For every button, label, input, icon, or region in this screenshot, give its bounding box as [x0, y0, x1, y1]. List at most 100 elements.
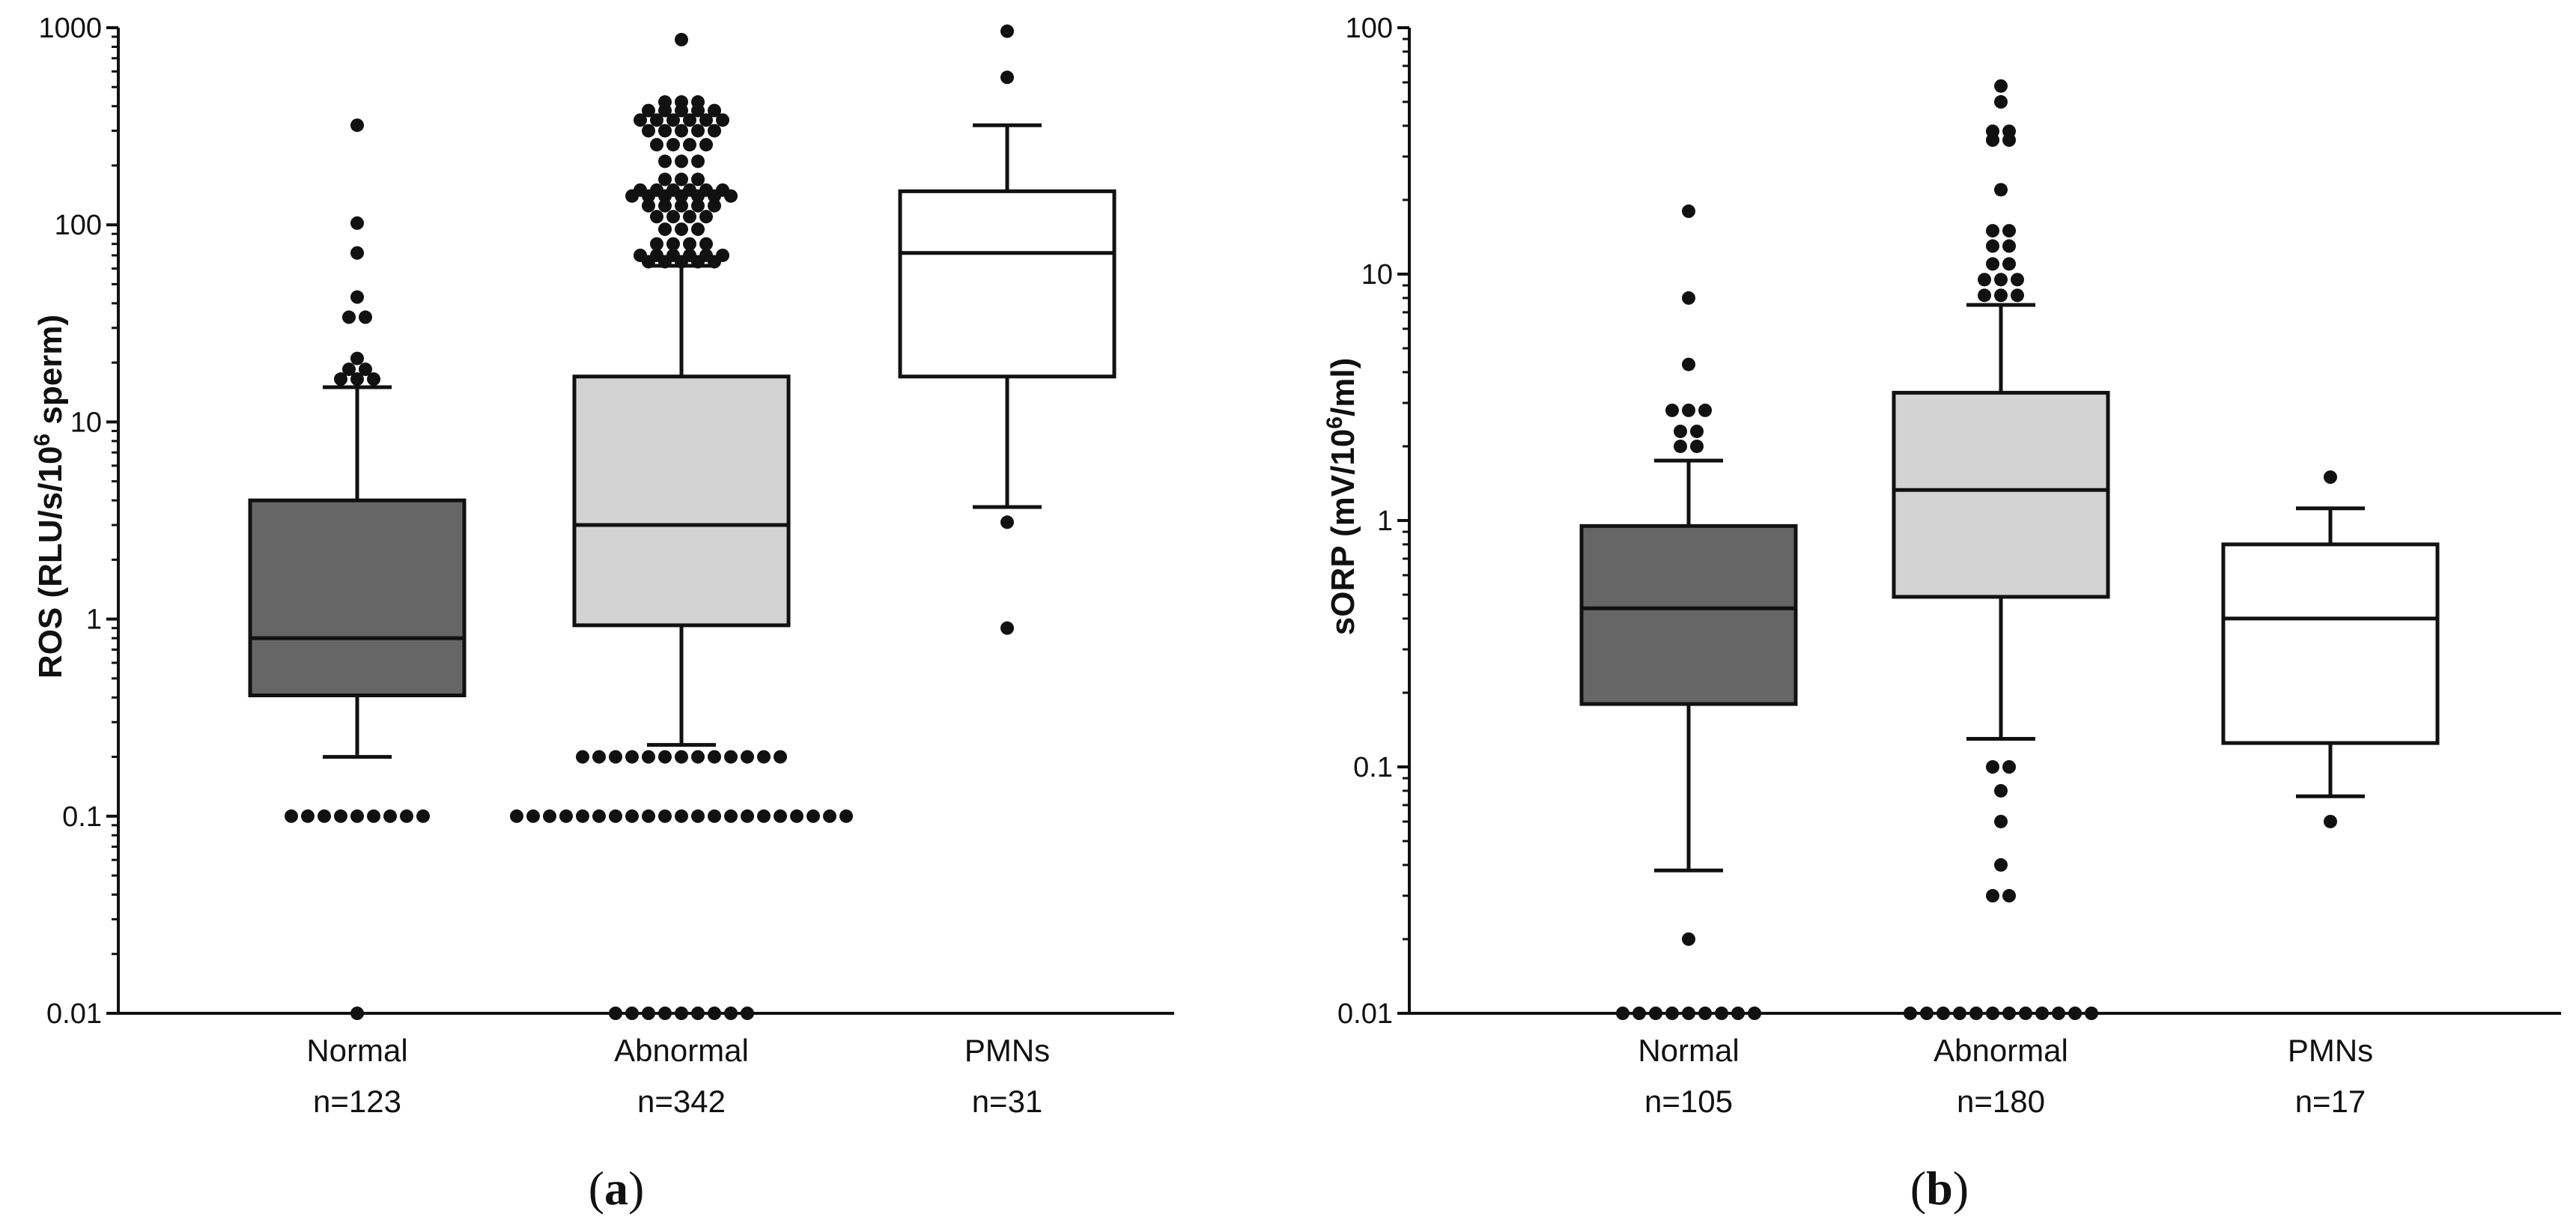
- outlier-point: [1986, 760, 1999, 774]
- iqr-box: [1892, 390, 2110, 599]
- outlier-point: [1731, 1007, 1745, 1020]
- outlier-point: [609, 1007, 622, 1020]
- outlier-point: [543, 809, 556, 823]
- outlier-point: [350, 290, 364, 304]
- outlier-point: [367, 809, 380, 823]
- outlier-point: [609, 809, 622, 823]
- outlier-point: [1953, 1007, 1966, 1020]
- outlier-point: [658, 1007, 672, 1020]
- outlier-point: [1682, 403, 1695, 417]
- outlier-point: [1994, 783, 2008, 798]
- outlier-point: [301, 809, 315, 823]
- outlier-point: [683, 113, 696, 127]
- outlier-point: [675, 124, 688, 138]
- iqr-box: [248, 498, 467, 698]
- outlier-point: [350, 216, 364, 230]
- outlier-point: [1682, 357, 1695, 371]
- outlier-point: [592, 809, 606, 823]
- outlier-point: [1994, 288, 2008, 303]
- outlier-point: [1994, 95, 2008, 109]
- outlier-point: [1682, 932, 1695, 946]
- outlier-point: [1674, 439, 1687, 453]
- outlier-point: [1978, 288, 1991, 303]
- panel-a-x-labels: Normal n=123 Abnormal n=342 PMNs n=31: [306, 1033, 1050, 1119]
- outlier-point: [708, 189, 721, 203]
- outlier-point: [1682, 204, 1695, 219]
- outlier-point: [1994, 79, 2008, 93]
- outlier-point: [691, 809, 705, 823]
- panel-b-outliers: [1616, 79, 2337, 1020]
- panel-a-y-axis-title: ROS (RLU/s/106 sperm): [30, 315, 70, 679]
- outlier-point: [691, 1007, 705, 1020]
- outlier-point: [708, 255, 721, 269]
- y-tick-label: 100: [55, 210, 102, 241]
- outlier-point: [359, 362, 372, 377]
- outlier-point: [383, 809, 397, 823]
- outlier-point: [1649, 1007, 1662, 1020]
- outlier-point: [350, 1007, 364, 1020]
- outlier-point: [708, 750, 721, 764]
- box-abnormal: [1892, 303, 2110, 741]
- outlier-point: [334, 372, 347, 386]
- category-label: Abnormal: [1933, 1033, 2068, 1068]
- outlier-point: [691, 750, 705, 764]
- outlier-point: [1665, 1007, 1679, 1020]
- outlier-point: [2324, 814, 2337, 828]
- outlier-point: [634, 113, 647, 127]
- outlier-point: [625, 1007, 639, 1020]
- outlier-point: [708, 1007, 721, 1020]
- outlier-point: [658, 255, 672, 269]
- outlier-point: [675, 809, 688, 823]
- outlier-point: [666, 210, 680, 224]
- outlier-point: [1986, 1007, 1999, 1020]
- outlier-point: [675, 32, 688, 46]
- outlier-point: [658, 809, 672, 823]
- outlier-point: [342, 362, 356, 377]
- outlier-point: [1698, 1007, 1712, 1020]
- outlier-point: [576, 750, 589, 764]
- panel-a-outliers: [285, 24, 1014, 1020]
- panel-b-x-labels: Normal n=105 Abnormal n=180 PMNs n=17: [1638, 1033, 2373, 1119]
- panel-b-boxes: [1579, 303, 2440, 873]
- outlier-point: [625, 189, 639, 203]
- outlier-point: [1682, 1007, 1695, 1020]
- sample-size-label: n=123: [313, 1084, 401, 1119]
- outlier-point: [1986, 257, 1999, 271]
- outlier-point: [625, 750, 639, 764]
- outlier-point: [1994, 814, 2008, 828]
- y-tick-label: 1: [1377, 506, 1393, 537]
- sample-size-label: n=17: [2295, 1084, 2366, 1119]
- outlier-point: [2002, 760, 2016, 774]
- outlier-point: [675, 198, 688, 213]
- outlier-point: [1616, 1007, 1629, 1020]
- outlier-point: [400, 809, 413, 823]
- outlier-point: [839, 809, 853, 823]
- outlier-point: [741, 750, 754, 764]
- y-tick-label: 1: [86, 604, 102, 636]
- outlier-point: [576, 809, 589, 823]
- outlier-point: [2068, 1007, 2082, 1020]
- outlier-point: [757, 750, 771, 764]
- outlier-point: [642, 103, 655, 118]
- outlier-point: [650, 237, 663, 251]
- outlier-point: [724, 189, 738, 203]
- outlier-point: [2002, 224, 2016, 238]
- outlier-point: [1690, 424, 1704, 438]
- category-label: PMNs: [2288, 1033, 2373, 1068]
- outlier-point: [675, 189, 688, 203]
- panel-a-chart: ROS (RLU/s/106 sperm) 0.010.11101001000 …: [30, 13, 1174, 1215]
- iqr-box: [2221, 542, 2440, 745]
- outlier-point: [708, 198, 721, 213]
- outlier-point: [1715, 1007, 1728, 1020]
- outlier-point: [350, 118, 364, 133]
- outlier-point: [774, 750, 787, 764]
- category-label: Normal: [306, 1033, 407, 1068]
- outlier-point: [691, 198, 705, 213]
- outlier-point: [642, 255, 655, 269]
- outlier-point: [675, 103, 688, 118]
- outlier-point: [666, 237, 680, 251]
- outlier-point: [757, 809, 771, 823]
- outlier-point: [2002, 257, 2016, 271]
- outlier-point: [691, 103, 705, 118]
- outlier-point: [724, 750, 738, 764]
